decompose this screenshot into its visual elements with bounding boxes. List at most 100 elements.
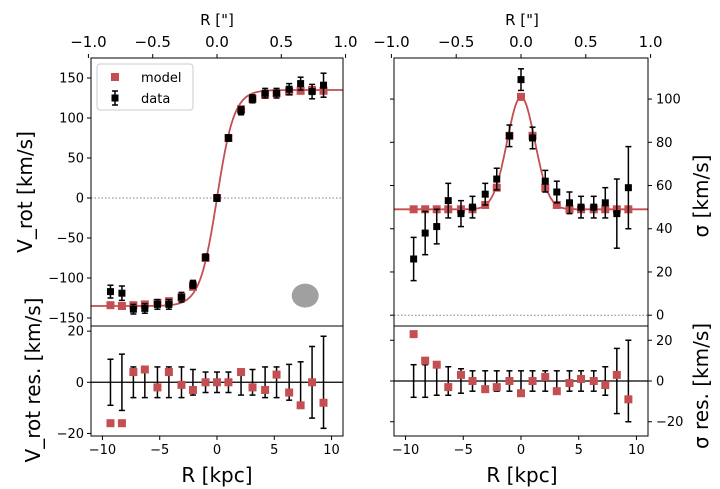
sigma_res-residual-point bbox=[565, 379, 574, 388]
sigma-data-point bbox=[590, 203, 598, 211]
sigma-ytick-label: 100 bbox=[656, 93, 681, 108]
vrot_res-residual-point bbox=[188, 385, 197, 394]
vrot_res-residual-point bbox=[308, 378, 317, 387]
vrot-ytick-label: −150 bbox=[48, 312, 84, 327]
sigma-ytick-label: 60 bbox=[656, 179, 673, 194]
sigma_res-residual-point bbox=[444, 383, 453, 392]
vrot-data-point bbox=[213, 194, 221, 202]
vrot-res-xlabel: R [kpc] bbox=[181, 463, 252, 487]
vrot-data-point bbox=[153, 300, 161, 308]
vrot-data-point bbox=[129, 305, 137, 313]
sigma-model-point bbox=[552, 200, 561, 209]
vrot_res-residual-point bbox=[285, 388, 294, 397]
vrot_res-residual-point bbox=[106, 419, 115, 428]
sigma_res-residual-point bbox=[492, 383, 501, 392]
sigma_res-residual-point bbox=[552, 387, 561, 396]
legend-model-marker bbox=[111, 73, 119, 81]
sigma_res-residual-point bbox=[577, 374, 586, 383]
sigma-data-point bbox=[624, 184, 632, 192]
sigma-res-xlabel: R [kpc] bbox=[486, 463, 557, 487]
vrot_res-residual-point bbox=[272, 370, 281, 379]
sigma-data-point bbox=[444, 197, 452, 205]
sigma-model-point bbox=[421, 205, 430, 214]
vrot_res-residual-point bbox=[153, 383, 162, 392]
vrot-panel: −150 −100 −50 0 50 100 150 −1.0 −0.5 0.0 0.5 1.0 V_r… bbox=[13, 33, 358, 327]
sigma-model-point bbox=[409, 205, 418, 214]
sigma-top-xtick-label: 0.5 bbox=[574, 33, 598, 51]
sigma-ytick-label: 80 bbox=[656, 136, 673, 151]
sigma_res-residual-point bbox=[589, 377, 598, 385]
vrot_res-plot-area bbox=[91, 335, 343, 430]
sigma_res-residual-point bbox=[541, 372, 550, 381]
sigma-model-point bbox=[517, 92, 525, 101]
sigma_res-xtick-label: 10 bbox=[628, 443, 645, 458]
legend-box bbox=[96, 63, 194, 111]
vrot-data-point bbox=[320, 81, 328, 89]
vrot-beam-ellipse bbox=[291, 283, 319, 308]
vrot-ytick-label: −50 bbox=[57, 232, 84, 247]
vrot-data-point bbox=[224, 134, 232, 142]
sigma-data-point bbox=[613, 210, 621, 218]
sigma-data-point bbox=[601, 199, 609, 207]
sigma_res-plot-area bbox=[394, 330, 648, 423]
vrot_res-residual-point bbox=[237, 368, 246, 377]
sigma-top-xtick-label: −0.5 bbox=[438, 33, 474, 51]
sigma-data-point bbox=[457, 210, 465, 218]
sigma-top-xtick-label: 0.0 bbox=[509, 33, 533, 51]
vrot_res-residual-point bbox=[117, 419, 126, 428]
sigma_res-residual-point bbox=[468, 377, 477, 385]
vrot_res-residual-point bbox=[129, 368, 138, 377]
vrot_res-residual-point bbox=[177, 380, 186, 389]
sigma_res-xtick-label: 0 bbox=[517, 443, 525, 458]
vrot_res-ytick-label: 20 bbox=[67, 325, 84, 340]
vrot_res-xtick-label: 0 bbox=[213, 443, 221, 458]
sigma_res-residual-point bbox=[409, 330, 418, 339]
vrot-ytick-label: 50 bbox=[67, 152, 84, 167]
sigma_res-ytick-label: −20 bbox=[656, 415, 683, 430]
vrot_res-residual-point bbox=[140, 365, 149, 374]
vrot-model-point bbox=[117, 302, 126, 310]
sigma_res-xtick-label: −10 bbox=[392, 443, 419, 458]
vrot-data-point bbox=[106, 288, 114, 296]
sigma_res-residual-point bbox=[505, 377, 514, 385]
sigma-data-point bbox=[433, 223, 441, 231]
sigma_res-ytick-label: 0 bbox=[656, 375, 664, 390]
vrot_res-residual-point bbox=[164, 368, 173, 377]
vrot-data-point bbox=[141, 304, 149, 312]
legend-data-marker bbox=[111, 94, 119, 102]
sigma-data-point bbox=[553, 188, 561, 196]
sigma_res-residual-point bbox=[481, 385, 490, 394]
vrot-top-xlabel: R ["] bbox=[200, 11, 234, 29]
sigma-ylabel: σ [km/s] bbox=[689, 155, 713, 238]
vrot_res-residual-point bbox=[201, 378, 210, 387]
vrot-data-point bbox=[165, 300, 173, 308]
vrot-data-point bbox=[285, 85, 293, 93]
vrot-data-point bbox=[261, 89, 269, 97]
vrot-ytick-label: 0 bbox=[76, 192, 84, 207]
sigma_res-residual-point bbox=[601, 381, 610, 390]
sigma_res-residual-point bbox=[421, 356, 430, 365]
vrot_res-residual-point bbox=[261, 385, 270, 394]
sigma-data-point bbox=[565, 199, 573, 207]
vrot_res-residual-point bbox=[248, 383, 257, 392]
vrot-ylabel: V_rot [km/s] bbox=[13, 131, 37, 253]
vrot-data-point bbox=[189, 280, 197, 288]
vrot_res-ytick-label: 0 bbox=[76, 376, 84, 391]
sigma-ytick-label: 20 bbox=[656, 265, 673, 280]
vrot-plot-area bbox=[91, 72, 343, 315]
sigma-data-point bbox=[481, 190, 489, 198]
sigma-data-point bbox=[493, 175, 501, 183]
vrot_res-xtick-label: 5 bbox=[270, 443, 278, 458]
sigma-model-curve bbox=[394, 95, 648, 211]
sigma-data-point bbox=[517, 76, 525, 84]
sigma-ytick-label: 0 bbox=[656, 309, 664, 324]
vrot-top-xtick-label: −0.5 bbox=[134, 33, 170, 51]
sigma-data-point bbox=[541, 177, 549, 185]
vrot-ytick-label: −100 bbox=[48, 272, 84, 287]
sigma_res-residual-point bbox=[624, 395, 633, 404]
sigma-data-point bbox=[421, 229, 429, 237]
sigma-top-xtick-label: 1.0 bbox=[639, 33, 663, 51]
sigma-panel: 0 20 40 60 80 100 −1.0 −0.5 0.0 0.5 1.0 σ [km/s] bbox=[373, 33, 713, 327]
vrot-top-xtick-label: 1.0 bbox=[334, 33, 358, 51]
sigma-plot-area bbox=[394, 68, 648, 316]
